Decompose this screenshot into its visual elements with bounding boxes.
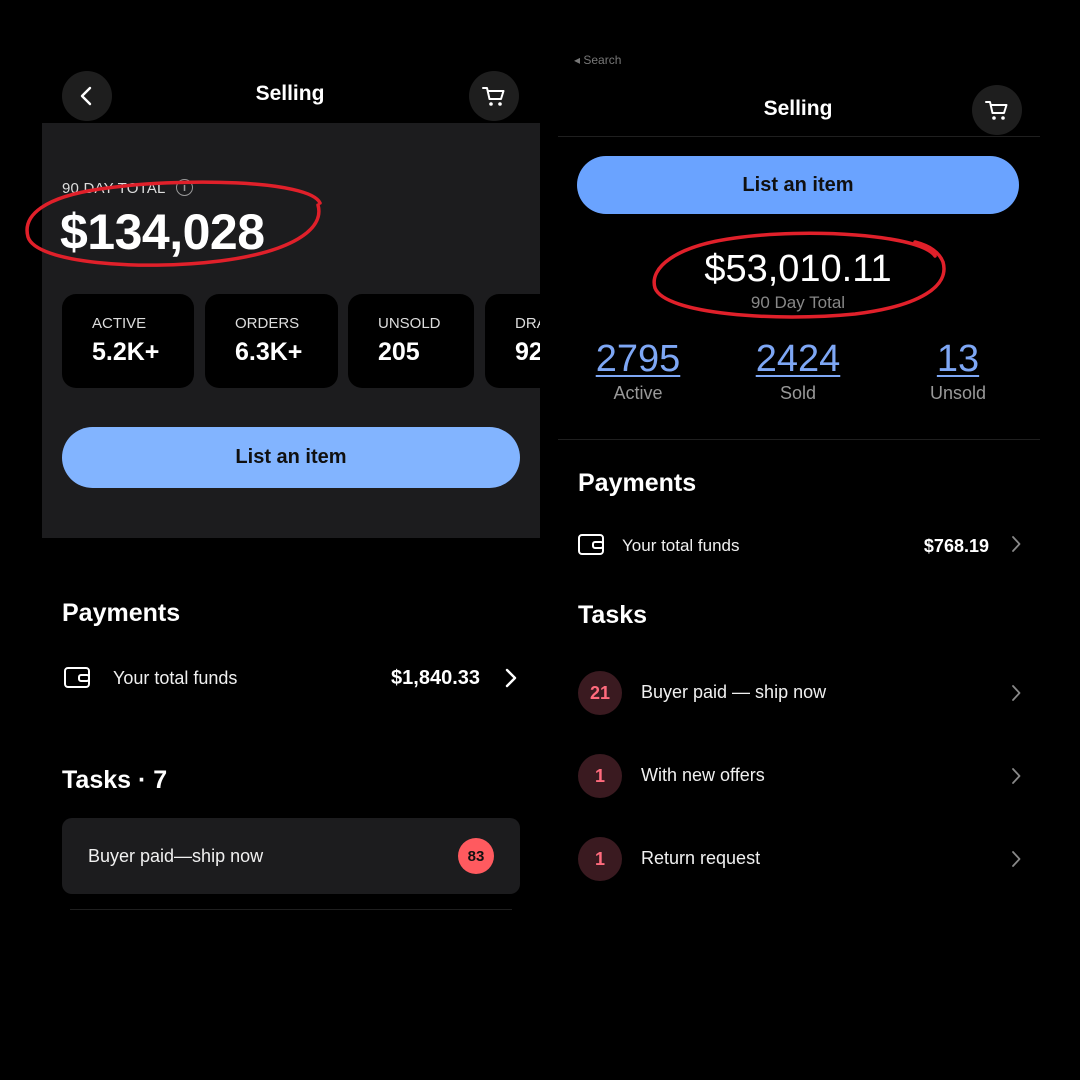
funds-label: Your total funds — [622, 536, 740, 555]
wallet-icon — [578, 534, 605, 555]
cart-button[interactable] — [972, 85, 1022, 135]
divider — [70, 909, 512, 910]
chevron-right-icon — [1012, 851, 1021, 867]
funds-value: $1,840.33 — [391, 667, 480, 689]
stat-label: ACTIVE — [92, 315, 147, 332]
task-label: Return request — [641, 848, 761, 868]
task-label: Buyer paid—ship now — [88, 846, 264, 866]
back-button[interactable] — [62, 71, 112, 121]
task-count-badge: 1 — [578, 754, 622, 798]
stat-value: 205 — [378, 338, 420, 366]
header-divider — [558, 136, 1040, 137]
funds-value: $768.19 — [923, 536, 989, 556]
list-item-button[interactable]: List an item — [62, 427, 520, 488]
divider — [558, 439, 1040, 440]
stat-label: Sold — [779, 383, 817, 403]
stat-tile-active[interactable]: ACTIVE 5.2K+ — [62, 294, 194, 388]
stat-label: Active — [613, 383, 663, 403]
stat-unsold-link[interactable]: 13 — [936, 338, 980, 380]
stat-label: DRAFTS — [515, 315, 540, 332]
task-count-badge: 1 — [578, 837, 622, 881]
stat-value: 92 — [515, 338, 540, 366]
wallet-icon — [64, 667, 91, 688]
ninety-day-total: $53,010.11 — [704, 248, 892, 290]
task-item-buyer-paid[interactable]: Buyer paid—ship now 83 — [62, 818, 520, 894]
stats-carousel[interactable]: ACTIVE 5.2K+ ORDERS 6.3K+ UNSOLD 205 DRA… — [62, 294, 540, 388]
stat-value: 6.3K+ — [235, 338, 303, 366]
cart-icon — [985, 101, 1008, 120]
stat-label: UNSOLD — [378, 315, 441, 332]
info-icon[interactable]: i — [176, 179, 193, 196]
page-title: Selling — [763, 97, 833, 120]
chevron-right-icon — [505, 668, 517, 688]
chevron-right-icon — [1012, 768, 1021, 784]
task-count-badge: 83 — [458, 838, 494, 874]
payments-title: Payments — [578, 469, 697, 497]
tasks-title: Tasks — [578, 601, 648, 629]
list-item-button[interactable]: List an item — [577, 156, 1019, 214]
payments-title: Payments — [62, 599, 181, 627]
total-label: 90 Day Total — [750, 293, 846, 312]
ninety-day-total: $134,028 — [60, 204, 265, 260]
task-item-buyer-paid[interactable]: 21 Buyer paid — ship now — [578, 668, 1026, 718]
stat-sold-link[interactable]: 2424 — [755, 338, 841, 380]
stat-label: Unsold — [929, 383, 987, 403]
cart-button[interactable] — [469, 71, 519, 121]
stat-value: 5.2K+ — [92, 338, 160, 366]
chevron-right-icon — [1012, 536, 1021, 552]
cart-icon — [482, 87, 505, 106]
total-funds-row[interactable]: Your total funds $768.19 — [578, 520, 1026, 572]
chevron-right-icon — [1012, 685, 1021, 701]
back-arrow-icon — [80, 86, 92, 106]
stat-label: ORDERS — [235, 315, 300, 332]
page-title: Selling — [255, 82, 325, 105]
task-item-new-offers[interactable]: 1 With new offers — [578, 751, 1026, 801]
task-count-badge: 21 — [578, 671, 622, 715]
stat-tile-drafts[interactable]: DRAFTS 92 — [485, 294, 540, 388]
task-label: Buyer paid — ship now — [641, 682, 827, 702]
funds-label: Your total funds — [113, 668, 238, 688]
task-label: With new offers — [641, 765, 765, 785]
stat-tile-orders[interactable]: ORDERS 6.3K+ — [205, 294, 338, 388]
total-label: 90 DAY TOTAL — [62, 180, 166, 197]
search-back-link[interactable]: ◂ Search — [574, 53, 622, 66]
stat-active-link[interactable]: 2795 — [595, 338, 681, 380]
stat-tile-unsold[interactable]: UNSOLD 205 — [348, 294, 474, 388]
tasks-title: Tasks · 7 — [62, 766, 168, 794]
total-funds-row[interactable]: Your total funds $1,840.33 — [62, 650, 522, 706]
task-item-return-request[interactable]: 1 Return request — [578, 834, 1026, 884]
